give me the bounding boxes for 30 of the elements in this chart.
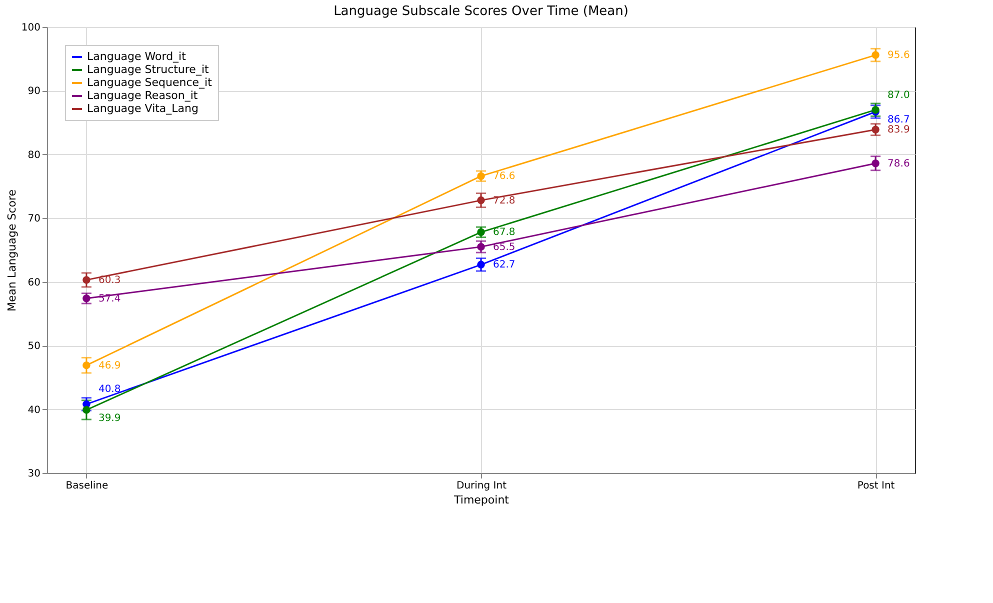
y-axis-title: Mean Language Score — [5, 189, 18, 312]
legend-label: Language Vita_Lang — [87, 102, 198, 115]
legend-label: Language Structure_it — [87, 63, 210, 76]
y-tick-label: 50 — [28, 341, 40, 352]
data-label: 62.7 — [493, 260, 516, 271]
legend-label: Language Word_it — [87, 50, 187, 63]
y-tick-label: 30 — [28, 468, 40, 480]
data-label: 67.8 — [493, 227, 516, 238]
y-tick-label: 80 — [28, 150, 40, 161]
data-label: 76.6 — [493, 171, 516, 182]
y-tick-label: 70 — [28, 214, 40, 225]
data-label: 86.7 — [888, 114, 910, 126]
x-tick-label: During Int — [456, 480, 507, 492]
x-tick-label: Baseline — [66, 480, 108, 492]
data-label: 46.9 — [98, 360, 121, 372]
data-label: 83.9 — [888, 124, 910, 136]
y-tick-label: 90 — [28, 86, 40, 98]
y-tick-label: 100 — [21, 22, 40, 34]
y-tick-label: 60 — [28, 277, 40, 288]
chart-title: Language Subscale Scores Over Time (Mean) — [334, 4, 628, 19]
data-label: 95.6 — [888, 50, 910, 62]
legend-label: Language Sequence_it — [87, 76, 213, 89]
x-tick-label: Post Int — [857, 480, 895, 492]
x-axis-title: Timepoint — [453, 494, 510, 506]
y-tick-label: 40 — [28, 404, 40, 416]
data-label: 78.6 — [888, 158, 910, 170]
data-label: 39.9 — [98, 412, 121, 424]
data-label: 87.0 — [888, 90, 910, 101]
data-label: 40.8 — [98, 384, 121, 396]
legend-label: Language Reason_it — [87, 89, 198, 102]
